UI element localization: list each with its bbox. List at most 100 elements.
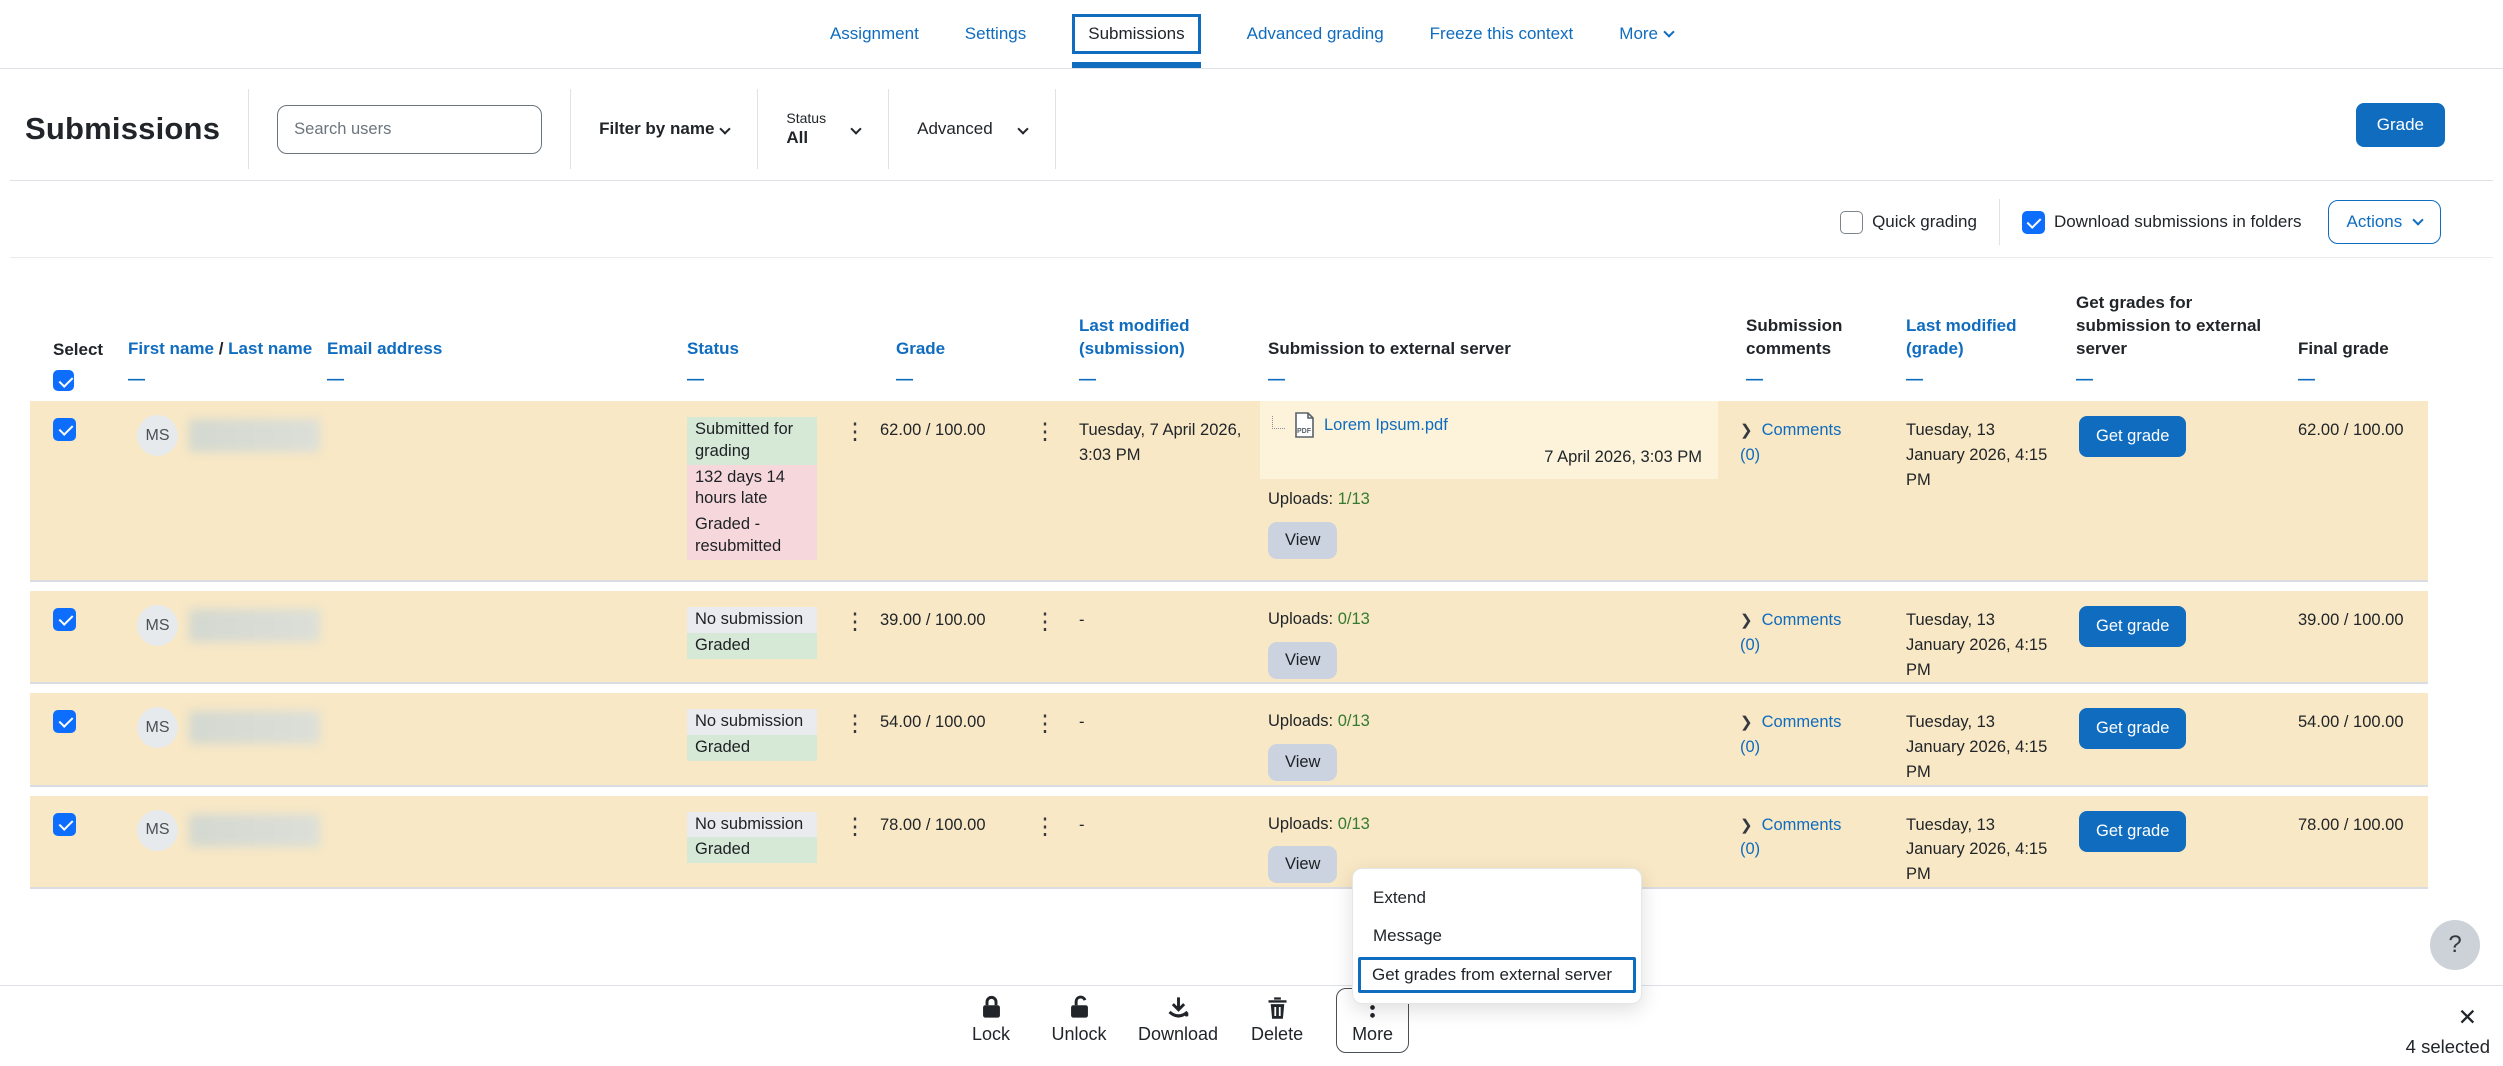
- view-button[interactable]: View: [1268, 744, 1337, 781]
- filter-by-name-dropdown[interactable]: Filter by name: [599, 119, 729, 139]
- sort-indicator[interactable]: —: [2298, 368, 2315, 391]
- search-input[interactable]: [277, 105, 542, 154]
- status-filter-dropdown[interactable]: Status All: [786, 110, 860, 149]
- menu-item-message[interactable]: Message: [1353, 917, 1641, 955]
- sort-indicator[interactable]: —: [687, 368, 704, 391]
- row-status-cell: No submission Graded: [660, 693, 830, 784]
- sort-last-name-link[interactable]: Last name: [228, 339, 312, 358]
- grade-button[interactable]: Grade: [2356, 103, 2445, 147]
- row-last-modified-submission-cell: -: [1070, 796, 1260, 887]
- status-filter-text: Status All: [786, 110, 826, 149]
- get-grade-button[interactable]: Get grade: [2079, 606, 2186, 647]
- menu-item-get-grades-from-external-server[interactable]: Get grades from external server: [1358, 957, 1636, 993]
- tab-submissions[interactable]: Submissions: [1072, 14, 1200, 54]
- status-menu-kebab-icon[interactable]: ⋮: [830, 401, 880, 580]
- menu-item-extend[interactable]: Extend: [1353, 879, 1641, 917]
- submission-file-link[interactable]: Lorem Ipsum.pdf: [1324, 413, 1448, 438]
- sort-last-modified-submission-link[interactable]: Last modified (submission): [1079, 315, 1260, 361]
- grade-menu-kebab-icon[interactable]: ⋮: [1020, 401, 1070, 580]
- divider: [1055, 89, 1056, 169]
- sort-status-link[interactable]: Status: [687, 338, 739, 361]
- comments-count[interactable]: (0): [1740, 636, 1760, 654]
- download-folders-checkbox[interactable]: [2022, 211, 2045, 234]
- sort-indicator[interactable]: —: [1268, 368, 1285, 391]
- sort-grade-link[interactable]: Grade: [896, 338, 945, 361]
- avatar[interactable]: MS: [137, 605, 178, 646]
- status-badge: Graded - resubmitted: [687, 512, 817, 560]
- grade-menu-kebab-icon[interactable]: ⋮: [1020, 796, 1070, 887]
- download-button[interactable]: Download: [1138, 994, 1218, 1045]
- view-button[interactable]: View: [1268, 846, 1337, 883]
- tab-more[interactable]: More: [1619, 24, 1673, 44]
- svg-text:PDF: PDF: [1297, 428, 1312, 435]
- grade-menu-kebab-icon[interactable]: ⋮: [1020, 591, 1070, 682]
- redacted-name: [189, 711, 320, 744]
- comments-count[interactable]: (0): [1740, 840, 1760, 858]
- expand-chevron-icon[interactable]: ❯: [1740, 714, 1753, 731]
- sort-indicator[interactable]: —: [2076, 368, 2093, 391]
- comments-link[interactable]: Comments: [1762, 713, 1842, 731]
- page-title: Submissions: [25, 111, 220, 147]
- sort-indicator[interactable]: —: [1746, 368, 1763, 391]
- expand-chevron-icon[interactable]: ❯: [1740, 817, 1753, 834]
- status-menu-kebab-icon[interactable]: ⋮: [830, 591, 880, 682]
- comments-count[interactable]: (0): [1740, 446, 1760, 464]
- name-header-links[interactable]: First name / Last name: [128, 338, 312, 361]
- row-checkbox[interactable]: [53, 813, 76, 836]
- row-checkbox[interactable]: [53, 710, 76, 733]
- tab-freeze-this-context[interactable]: Freeze this context: [1430, 24, 1574, 44]
- column-header-status: Status —: [660, 338, 830, 391]
- avatar[interactable]: MS: [137, 707, 178, 748]
- row-checkbox[interactable]: [53, 608, 76, 631]
- tab-settings[interactable]: Settings: [965, 24, 1026, 44]
- sort-indicator[interactable]: —: [896, 368, 913, 391]
- unlock-button[interactable]: Unlock: [1050, 994, 1108, 1045]
- view-button[interactable]: View: [1268, 642, 1337, 679]
- status-badge: No submission: [687, 607, 817, 633]
- delete-button[interactable]: Delete: [1248, 994, 1306, 1045]
- get-grade-button[interactable]: Get grade: [2079, 708, 2186, 749]
- sort-last-modified-grade-link[interactable]: Last modified (grade): [1906, 315, 2060, 361]
- lock-label: Lock: [972, 1024, 1010, 1045]
- view-button[interactable]: View: [1268, 522, 1337, 559]
- tab-advanced-grading[interactable]: Advanced grading: [1247, 24, 1384, 44]
- close-icon[interactable]: ✕: [2458, 1004, 2477, 1031]
- table-row: MS Submitted for grading 132 days 14 hou…: [30, 401, 2428, 582]
- actions-label: Actions: [2347, 212, 2403, 231]
- sort-indicator[interactable]: —: [1906, 368, 1923, 391]
- download-folders-option: Download submissions in folders: [2022, 211, 2302, 234]
- quick-grading-checkbox[interactable]: [1840, 211, 1863, 234]
- row-select-cell: [30, 796, 120, 887]
- avatar[interactable]: MS: [137, 810, 178, 851]
- chevron-down-icon: [850, 123, 861, 134]
- lock-button[interactable]: Lock: [962, 994, 1020, 1045]
- row-checkbox[interactable]: [53, 418, 76, 441]
- table-row: MS No submission Graded ⋮ 78.00 / 100.00…: [30, 796, 2428, 889]
- sort-indicator[interactable]: —: [128, 368, 145, 391]
- expand-chevron-icon[interactable]: ❯: [1740, 422, 1753, 439]
- grade-menu-kebab-icon[interactable]: ⋮: [1020, 693, 1070, 784]
- sort-email-link[interactable]: Email address: [327, 338, 442, 361]
- comments-link[interactable]: Comments: [1762, 421, 1842, 439]
- comments-link[interactable]: Comments: [1762, 611, 1842, 629]
- actions-dropdown-button[interactable]: Actions: [2328, 200, 2441, 244]
- get-grade-button[interactable]: Get grade: [2079, 416, 2186, 457]
- status-menu-kebab-icon[interactable]: ⋮: [830, 796, 880, 887]
- tab-assignment[interactable]: Assignment: [830, 24, 919, 44]
- comments-count[interactable]: (0): [1740, 738, 1760, 756]
- row-grade-cell: 78.00 / 100.00: [880, 796, 1020, 887]
- comments-link[interactable]: Comments: [1762, 816, 1842, 834]
- avatar[interactable]: MS: [137, 415, 178, 456]
- expand-chevron-icon[interactable]: ❯: [1740, 612, 1753, 629]
- sort-indicator[interactable]: —: [1079, 368, 1096, 391]
- get-grade-button[interactable]: Get grade: [2079, 811, 2186, 852]
- select-all-checkbox[interactable]: [53, 370, 74, 391]
- status-menu-kebab-icon[interactable]: ⋮: [830, 693, 880, 784]
- sort-first-name-link[interactable]: First name: [128, 339, 214, 358]
- help-button[interactable]: ?: [2430, 920, 2480, 970]
- advanced-dropdown[interactable]: Advanced: [917, 119, 1027, 139]
- row-name-cell: MS: [120, 796, 320, 887]
- row-email-cell: [320, 693, 660, 784]
- sort-indicator[interactable]: —: [327, 368, 344, 391]
- uploads-count: Uploads: 1/13: [1268, 487, 1730, 512]
